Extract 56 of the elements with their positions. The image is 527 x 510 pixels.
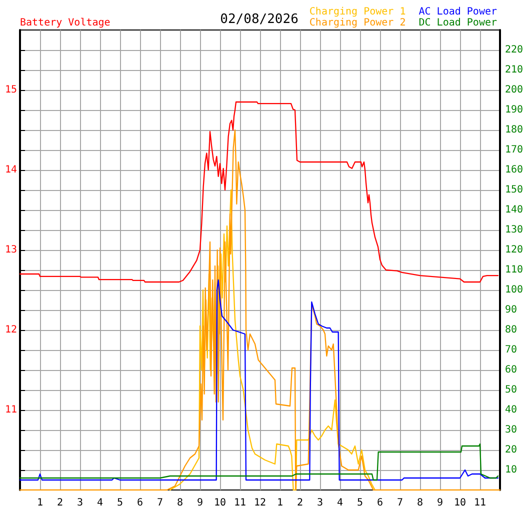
y2-tick-label: 170 — [505, 144, 524, 156]
x-tick-label: 6 — [376, 498, 384, 508]
text: AC Load Power — [418, 6, 498, 18]
text: Charging Power 1 — [309, 6, 406, 18]
y2-tick-label: 70 — [505, 344, 518, 356]
y-tick-label: 13 — [4, 244, 17, 256]
y2-tick-label: 190 — [505, 104, 524, 116]
x-tick-label: 3 — [76, 498, 84, 508]
x-tick-label: 11 — [234, 498, 246, 508]
x-tick-label: 2 — [296, 498, 304, 508]
y-axis-title: Battery Voltage — [20, 18, 110, 28]
x-tick-label: 8 — [176, 498, 184, 508]
y2-tick-label: 30 — [505, 424, 518, 436]
x-tick-label: 1 — [36, 498, 44, 508]
y2-tick-label: 200 — [505, 84, 524, 96]
x-tick-label: 12 — [254, 498, 266, 508]
y-tick-label: 15 — [4, 84, 17, 96]
y2-tick-label: 10 — [505, 464, 518, 476]
x-tick-label: 8 — [416, 498, 424, 508]
y2-tick-label: 150 — [505, 184, 524, 196]
x-tick-label: 9 — [436, 498, 444, 508]
y2-tick-label: 220 — [505, 44, 524, 56]
x-tick-label: 1 — [276, 498, 284, 508]
y2-tick-label: 100 — [505, 284, 524, 296]
x-tick-label: 3 — [316, 498, 324, 508]
x-tick-label: 7 — [396, 498, 404, 508]
y2-tick-label: 20 — [505, 444, 518, 456]
x-tick-label: 4 — [96, 498, 104, 508]
y2-tick-label: 110 — [505, 264, 524, 276]
text: Charging Power 2 — [309, 18, 406, 28]
x-tick-label: 9 — [196, 498, 204, 508]
y2-tick-label: 140 — [505, 204, 524, 216]
x-tick-label: 10 — [214, 498, 226, 508]
y2-tick-label: 50 — [505, 384, 518, 396]
y2-tick-label: 160 — [505, 164, 524, 176]
x-tick-label: 6 — [136, 498, 144, 508]
chart-title: 02/08/2026 — [220, 12, 298, 27]
x-tick-label: 7 — [156, 498, 164, 508]
y2-tick-label: 40 — [505, 404, 518, 416]
x-tick-label: 2 — [56, 498, 64, 508]
x-tick-label: 4 — [336, 498, 344, 508]
text: DC Load Power — [418, 18, 498, 28]
y2-tick-label: 180 — [505, 124, 524, 136]
x-tick-label: 5 — [356, 498, 364, 508]
y2-tick-label: 60 — [505, 364, 518, 376]
x-tick-label: 10 — [454, 498, 466, 508]
y-tick-label: 12 — [4, 324, 17, 336]
x-tick-label: 5 — [116, 498, 124, 508]
y2-tick-label: 90 — [505, 304, 518, 316]
y2-tick-label: 210 — [505, 64, 524, 76]
y-tick-label: 11 — [4, 404, 17, 416]
y2-tick-label: 120 — [505, 244, 524, 256]
y2-tick-label: 80 — [505, 324, 518, 336]
y-tick-label: 14 — [4, 164, 17, 176]
x-tick-label: 11 — [474, 498, 486, 508]
y2-tick-label: 130 — [505, 224, 524, 236]
